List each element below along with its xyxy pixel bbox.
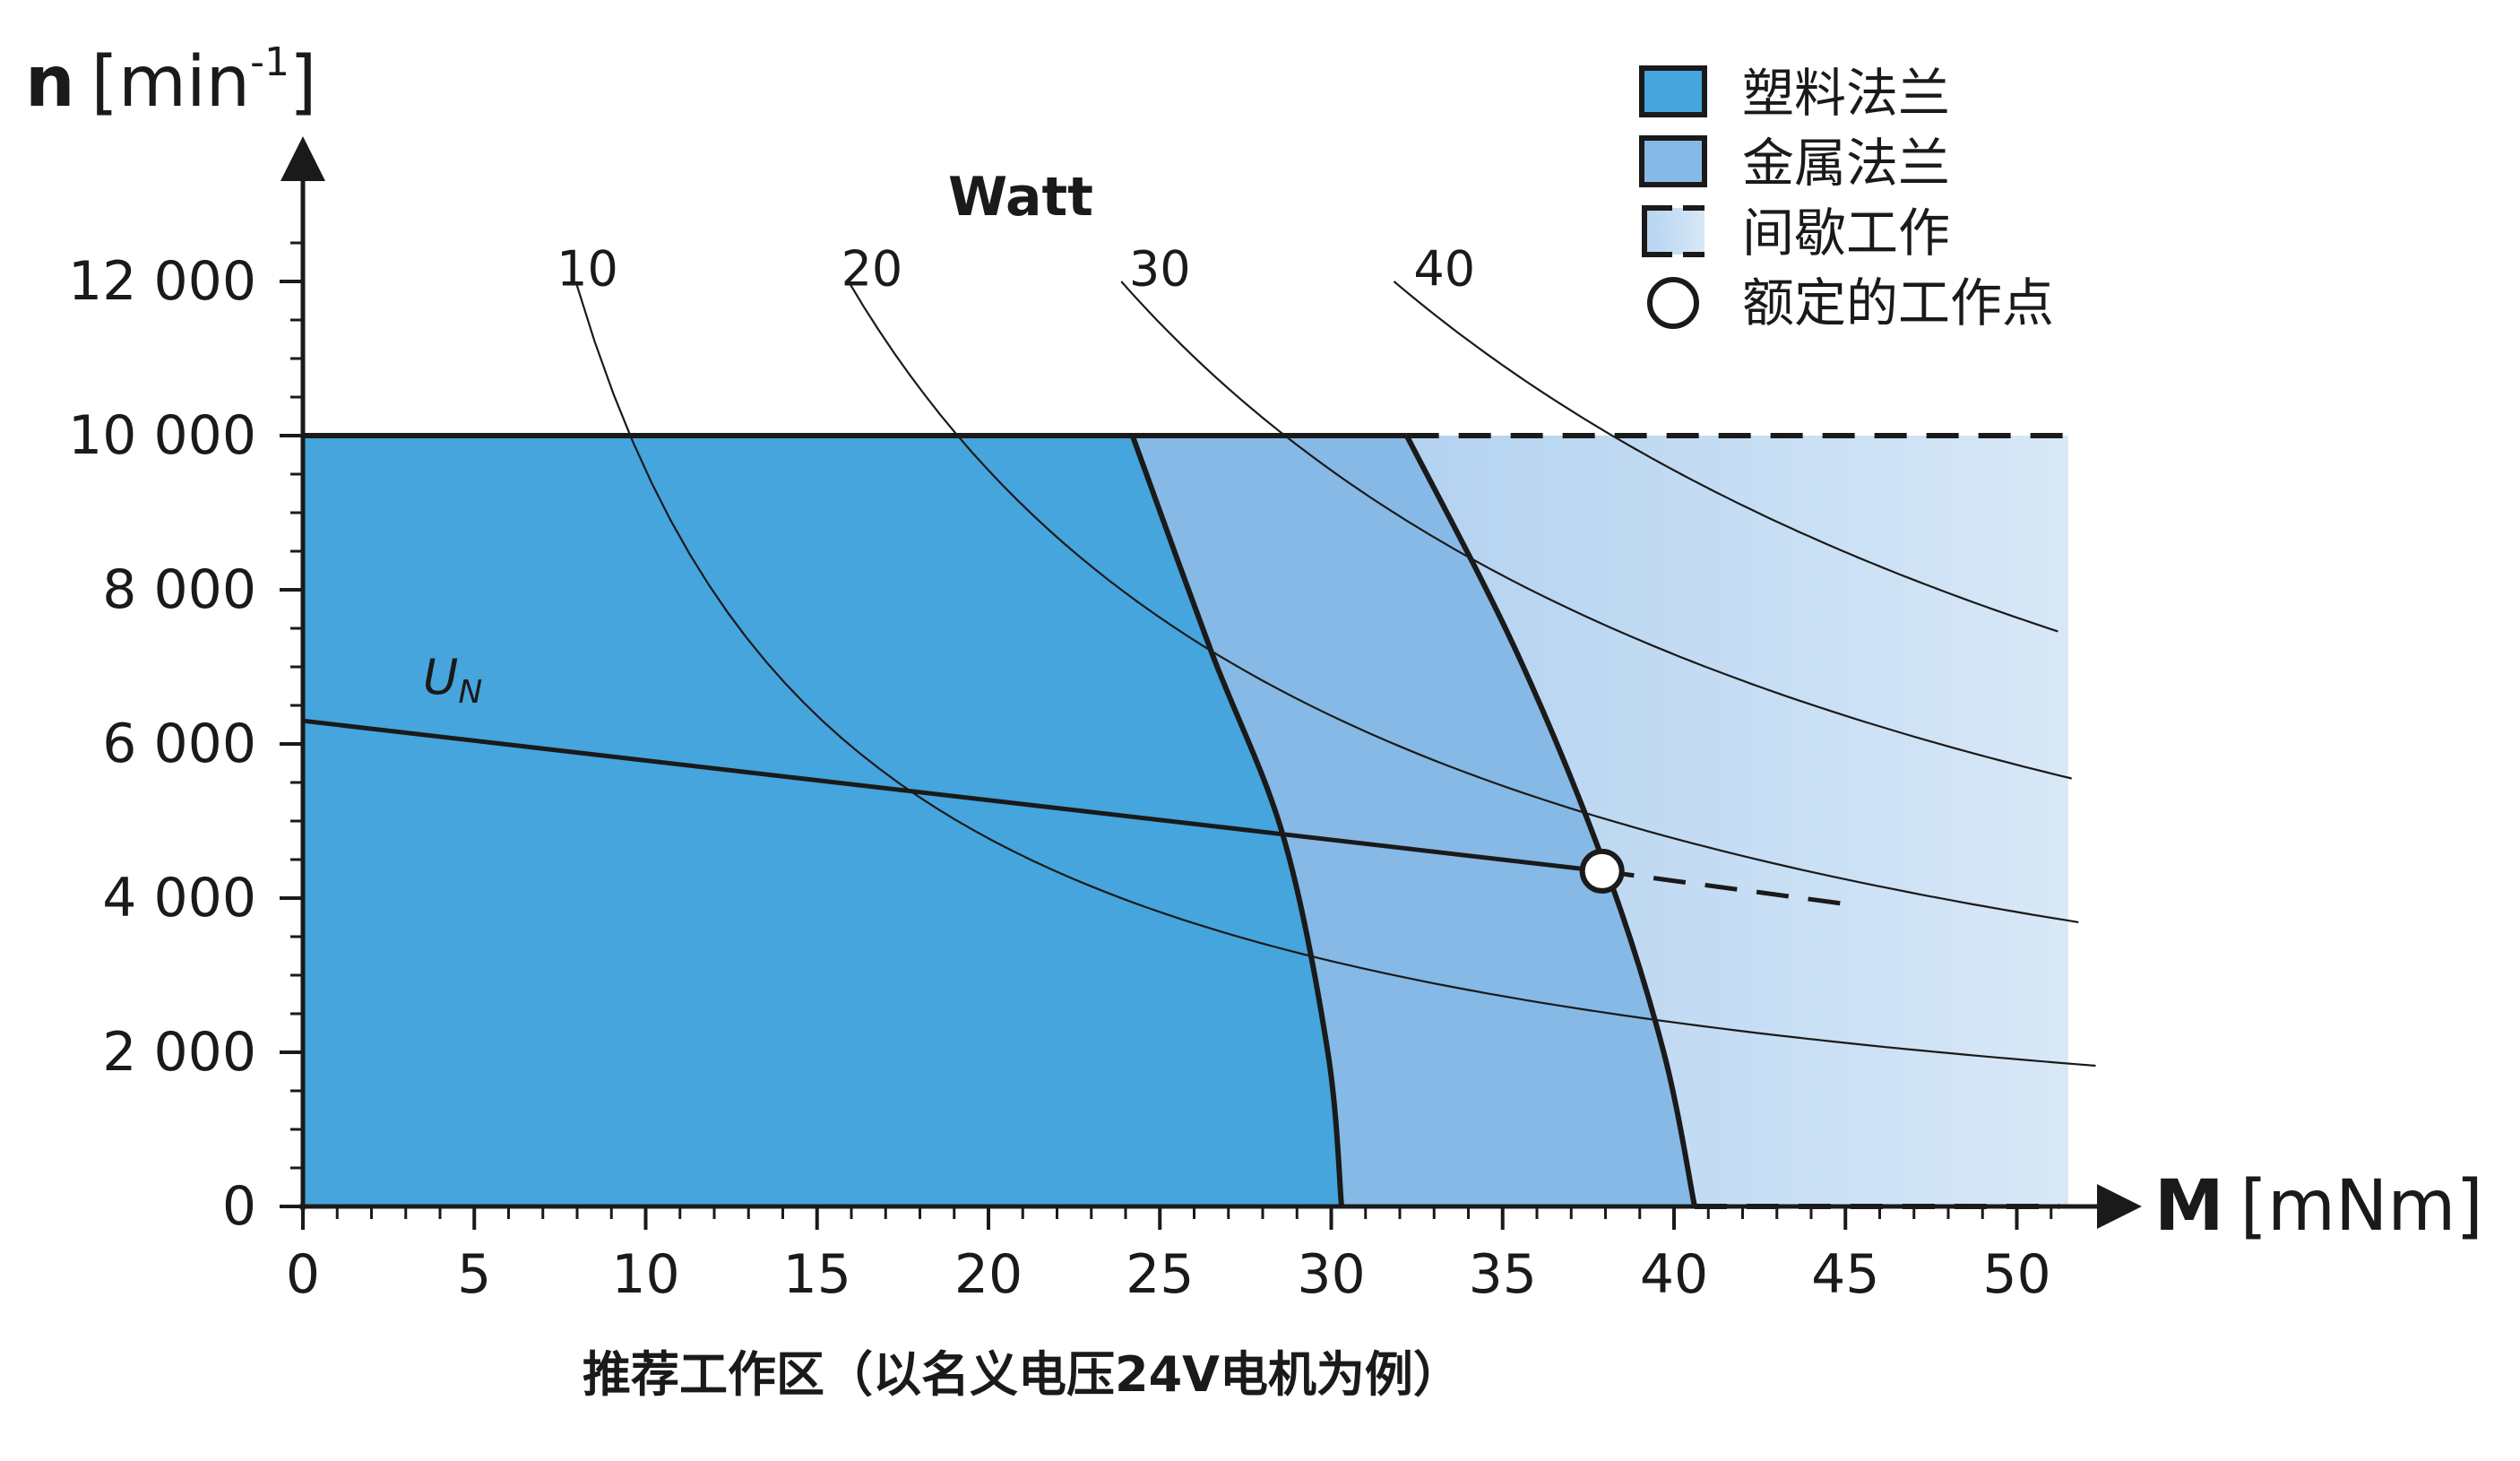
x-tick-label: 50 <box>1982 1243 2050 1306</box>
power-curve-label-20w: 20 <box>841 240 903 297</box>
legend-label-plastic: 塑料法兰 <box>1742 63 1950 124</box>
power-curve-label-10w: 10 <box>557 240 618 297</box>
legend-label-metal: 金属法兰 <box>1742 133 1950 194</box>
legend-label-point: 额定的工作点 <box>1742 272 2054 333</box>
x-tick-label: 45 <box>1811 1243 1879 1306</box>
power-curves: 10 20 30 40 <box>557 240 2096 1068</box>
y-tick-label: 6 000 <box>102 713 256 775</box>
y-tick-label: 4 000 <box>102 867 256 929</box>
power-curve-10w <box>574 281 2096 1068</box>
un-line-dashed <box>1601 869 1860 909</box>
x-tick-label: 20 <box>954 1243 1023 1306</box>
x-tick-label: 35 <box>1469 1243 1537 1306</box>
x-tick-label: 40 <box>1640 1243 1708 1306</box>
x-tick-label: 15 <box>783 1243 851 1306</box>
legend: 塑料法兰 金属法兰 间歇工作 额定的工作点 <box>1639 63 2054 333</box>
y-axis-label: n [min-1] <box>25 39 316 123</box>
legend-swatch-intermittent-border <box>1642 205 1704 257</box>
x-axis-label: M [mNm] <box>2154 1166 2483 1247</box>
legend-swatch-metal <box>1639 135 1707 187</box>
x-tick-label: 0 <box>286 1243 320 1306</box>
plastic-flange-region <box>303 436 1342 1206</box>
power-curve-30w <box>1120 281 2072 780</box>
un-line-group: UN <box>302 649 1860 909</box>
power-curve-label-40w: 40 <box>1413 240 1475 297</box>
metal-flange-region <box>1132 436 1695 1206</box>
y-tick-label: 10 000 <box>68 404 256 467</box>
power-title: Watt <box>948 166 1093 229</box>
minor-ticks <box>290 241 2053 1219</box>
x-ticks: 0 5 10 15 20 25 30 35 40 45 50 <box>286 1206 2051 1306</box>
regions <box>303 436 2068 1206</box>
y-ticks: 0 2 000 4 000 6 000 8 000 10 000 12 000 <box>68 250 303 1238</box>
y-tick-label: 8 000 <box>102 558 256 621</box>
power-curve-20w <box>847 281 2079 923</box>
legend-swatch-point <box>1647 277 1699 329</box>
y-tick-label: 12 000 <box>68 250 256 313</box>
axes: 0 2 000 4 000 6 000 8 000 10 000 12 000 0 5 10 15… <box>68 136 2142 1306</box>
intermittent-region <box>1406 436 2068 1206</box>
rated-operating-point <box>1579 848 1625 894</box>
chart-subtitle: 推荐工作区（以名义电压24V电机为例） <box>583 1346 1462 1403</box>
legend-swatch-plastic <box>1639 65 1707 117</box>
power-curve-label-30w: 30 <box>1129 240 1191 297</box>
legend-label-intermittent: 间歇工作 <box>1742 203 1950 264</box>
un-label-subscript: N <box>458 674 482 711</box>
power-curve-40w <box>1393 281 2058 633</box>
legend-swatch-intermittent <box>1642 208 1704 255</box>
x-tick-label: 25 <box>1126 1243 1194 1306</box>
x-tick-label: 10 <box>611 1243 679 1306</box>
x-tick-label: 30 <box>1297 1243 1365 1306</box>
y-tick-label: 0 <box>222 1175 256 1238</box>
un-line <box>302 718 1602 874</box>
y-tick-label: 2 000 <box>102 1021 256 1084</box>
x-tick-label: 5 <box>457 1243 491 1306</box>
un-label: UN <box>423 649 482 711</box>
